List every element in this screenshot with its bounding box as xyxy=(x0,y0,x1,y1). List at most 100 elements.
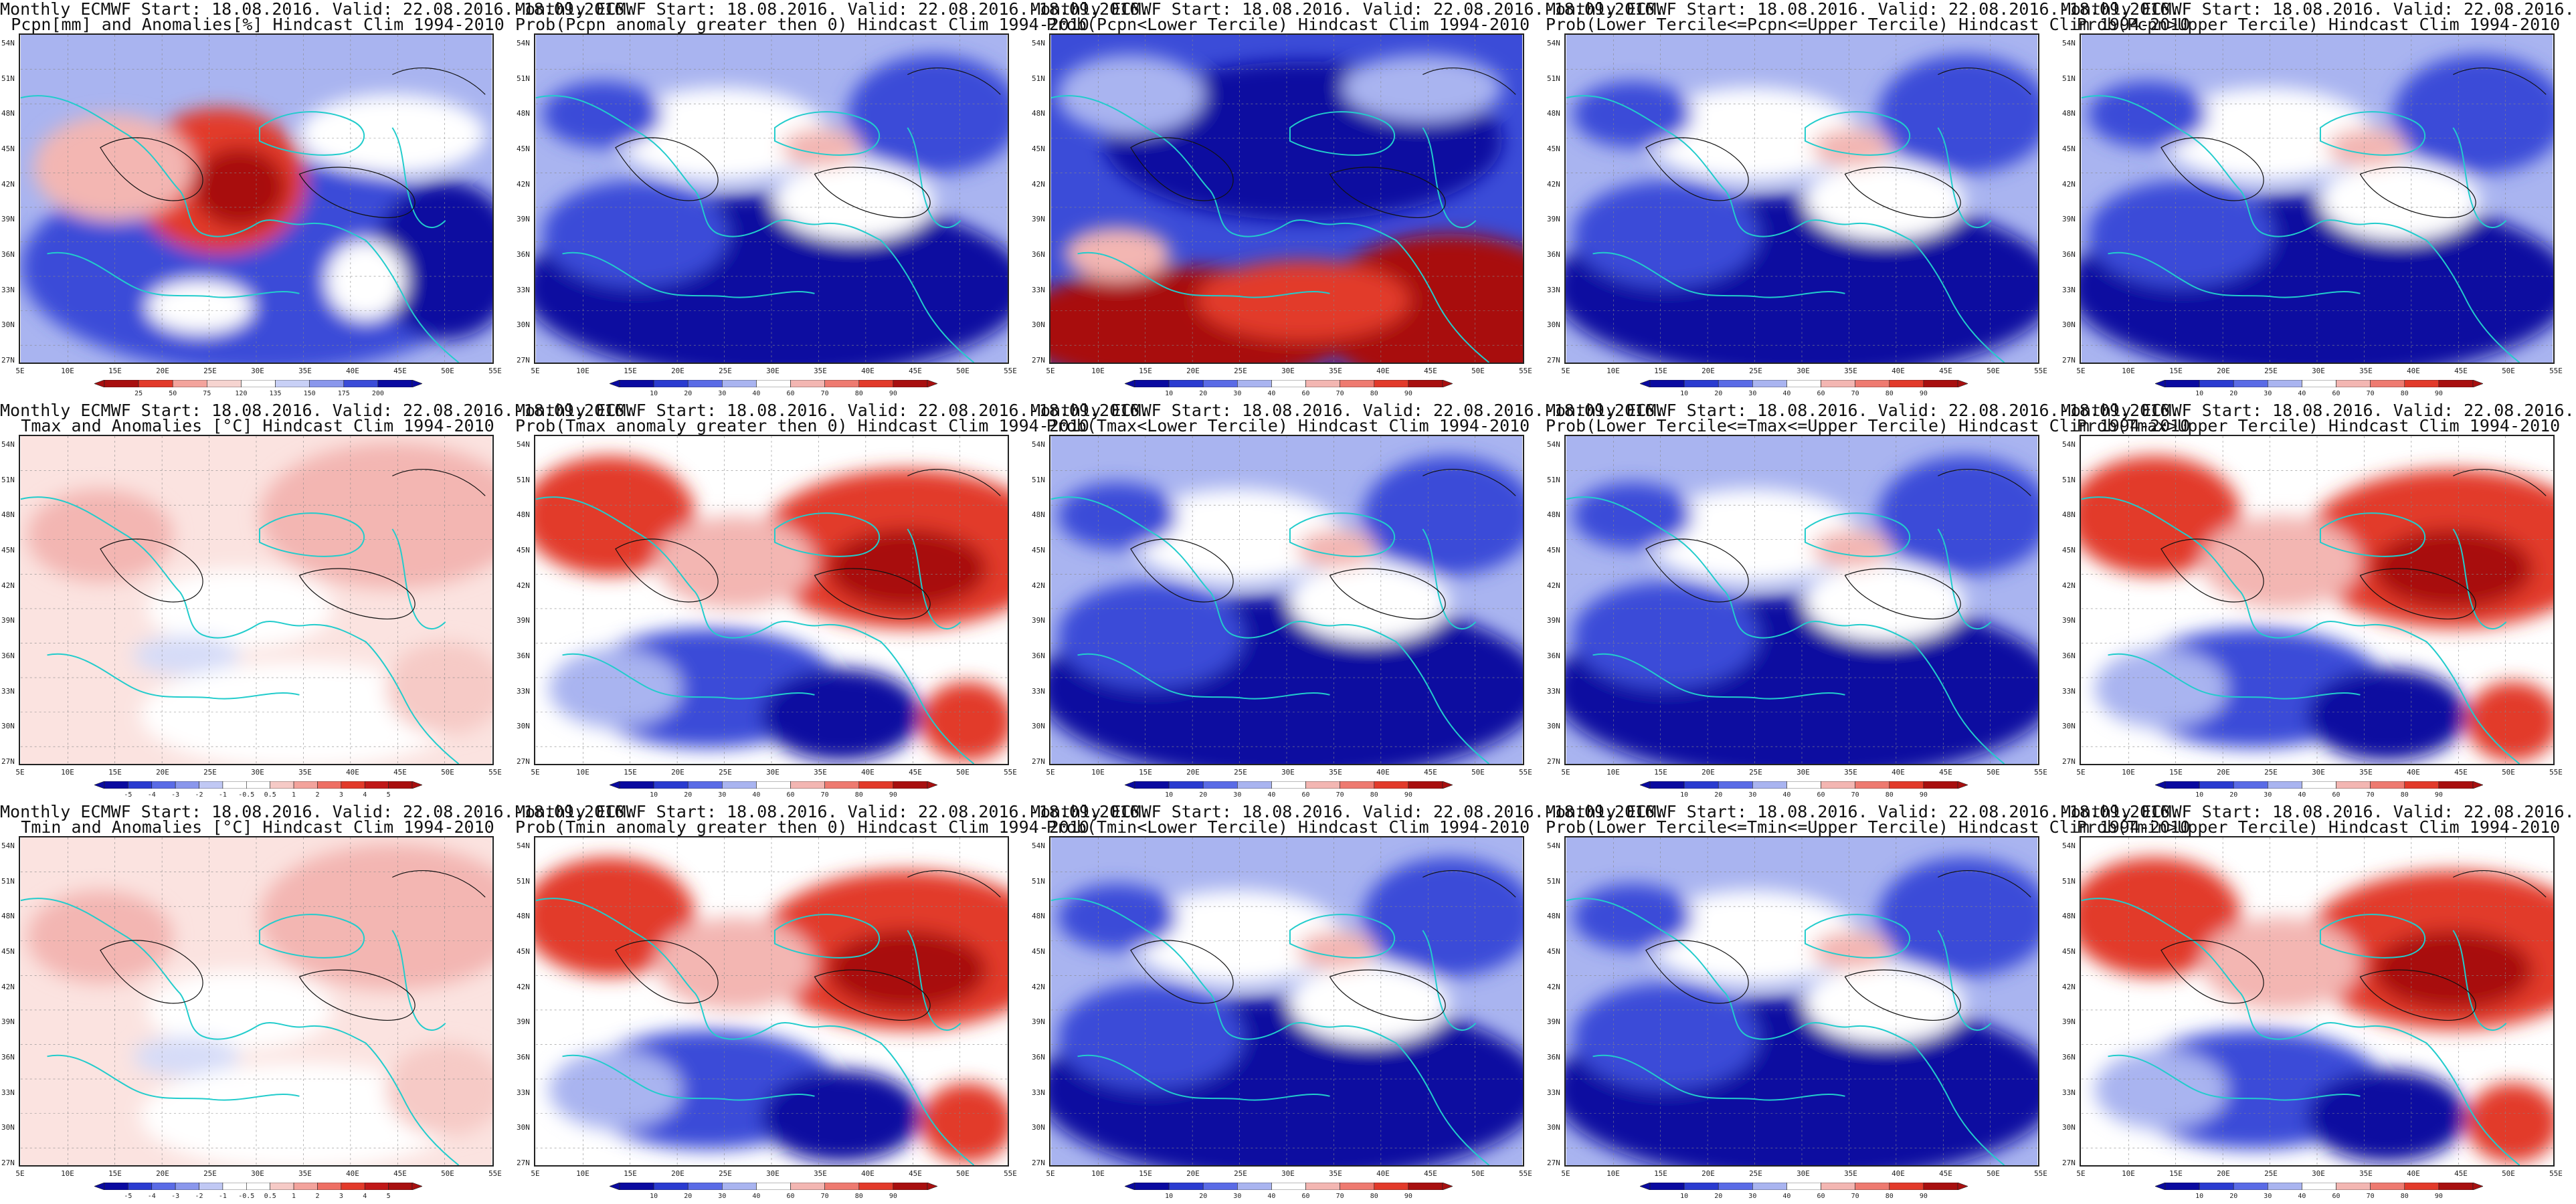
legend-tick-label: 60 xyxy=(2332,390,2340,397)
color-legend-bar xyxy=(94,1183,422,1190)
forecast-map xyxy=(1564,33,2039,364)
longitude-label: 35E xyxy=(1844,768,1857,777)
latitude-label: 33N xyxy=(1032,285,1045,294)
legend-tick-label: 10 xyxy=(2195,390,2204,397)
latitude-label: 39N xyxy=(2062,616,2076,625)
longitude-label: 55E xyxy=(1519,367,1532,375)
latitude-label: 36N xyxy=(517,250,530,259)
longitude-label: 50E xyxy=(441,1169,454,1178)
latitude-label: 54N xyxy=(1547,841,1560,850)
longitude-label: 10E xyxy=(1091,768,1105,777)
panel-title-line1: Monthly ECMWF Start: 18.08.2016. Valid: … xyxy=(2061,0,2576,19)
latitude-label: 48N xyxy=(1032,109,1045,118)
longitude-label: 25E xyxy=(1749,1169,1762,1178)
latitude-label: 27N xyxy=(1032,757,1045,766)
longitude-label: 40E xyxy=(1376,367,1390,375)
latitude-label: 36N xyxy=(1547,651,1560,660)
latitude-label: 51N xyxy=(2062,74,2076,83)
longitude-label: 45E xyxy=(909,1169,922,1178)
color-legend-bar xyxy=(1125,781,1453,789)
latitude-label: 27N xyxy=(1547,757,1560,766)
longitude-label: 15E xyxy=(108,367,122,375)
longitude-label: 20E xyxy=(671,1169,684,1178)
longitude-label: 15E xyxy=(624,768,637,777)
longitude-label: 45E xyxy=(1424,1169,1437,1178)
latitude-label: 45N xyxy=(1032,947,1045,956)
legend-tick-label: -4 xyxy=(147,791,156,799)
longitude-label: 30E xyxy=(1281,1169,1295,1178)
latitude-label: 45N xyxy=(2062,144,2076,153)
longitude-label: 5E xyxy=(2076,1169,2086,1178)
longitude-label: 10E xyxy=(2122,367,2135,375)
legend-tick-label: 40 xyxy=(752,1193,761,1200)
latitude-label: 33N xyxy=(2062,285,2076,294)
map-field xyxy=(20,837,492,1165)
longitude-label: 50E xyxy=(441,367,454,375)
legend-tick-label: 3 xyxy=(339,1193,343,1200)
legend-tick-label: 40 xyxy=(752,791,761,799)
longitude-label: 45E xyxy=(2454,367,2468,375)
latitude-label: 54N xyxy=(2062,39,2076,47)
map-field xyxy=(1566,837,2038,1165)
longitude-label: 40E xyxy=(1892,1169,1905,1178)
latitude-label: 30N xyxy=(1032,1123,1045,1132)
latitude-label: 33N xyxy=(1547,1088,1560,1097)
longitude-label: 40E xyxy=(1892,768,1905,777)
longitude-label: 5E xyxy=(1561,768,1570,777)
latitude-label: 30N xyxy=(517,722,530,731)
legend-tick-label: 80 xyxy=(854,791,863,799)
map-field xyxy=(535,837,1008,1165)
legend-tick-label: 90 xyxy=(1919,791,1928,799)
legend-tick-label: -1 xyxy=(218,1193,227,1200)
legend-tick-label: 40 xyxy=(752,390,761,397)
map-panel: Monthly ECMWF Start: 18.08.2016. Valid: … xyxy=(0,401,634,803)
longitude-label: 10E xyxy=(1606,1169,1620,1178)
longitude-label: 45E xyxy=(909,367,922,375)
longitude-label: 35E xyxy=(1844,367,1857,375)
legend-tick-label: 60 xyxy=(1817,791,1825,799)
legend-tick-label: 10 xyxy=(1680,791,1689,799)
legend-tick-label: 30 xyxy=(1748,791,1757,799)
panel-title-line2: Prob(Tmax<Lower Tercile) Hindcast Clim 1… xyxy=(1046,416,1530,435)
latitude-label: 48N xyxy=(1547,109,1560,118)
longitude-label: 35E xyxy=(814,768,827,777)
panel-title-line2: Tmin and Anomalies [°C] Hindcast Clim 19… xyxy=(21,817,494,837)
legend-tick-label: 80 xyxy=(2400,1193,2409,1200)
latitude-label: 39N xyxy=(1032,215,1045,224)
legend-tick-label: 70 xyxy=(1851,1193,1859,1200)
longitude-label: 55E xyxy=(1519,768,1532,777)
forecast-map xyxy=(534,836,1009,1167)
legend-tick-label: 70 xyxy=(1851,791,1859,799)
latitude-label: 42N xyxy=(1547,982,1560,991)
forecast-map xyxy=(19,435,494,765)
longitude-label: 35E xyxy=(2359,1169,2373,1178)
longitude-label: 35E xyxy=(814,367,827,375)
legend-tick-label: 70 xyxy=(820,791,829,799)
longitude-label: 50E xyxy=(2502,768,2515,777)
latitude-label: 42N xyxy=(517,581,530,590)
panel-title-line1: Monthly ECMWF Start: 18.08.2016. Valid: … xyxy=(2061,401,2576,420)
latitude-label: 48N xyxy=(2062,510,2076,520)
legend-tick-label: 50 xyxy=(169,390,177,397)
legend-tick-label: 70 xyxy=(820,390,829,397)
legend-tick-label: 3 xyxy=(339,791,343,799)
map-panel: Monthly ECMWF Start: 18.08.2016. Valid: … xyxy=(1546,803,2190,1204)
longitude-label: 45E xyxy=(1939,768,1952,777)
latitude-label: 27N xyxy=(1,356,15,365)
longitude-label: 35E xyxy=(814,1169,827,1178)
latitude-label: 36N xyxy=(517,1053,530,1062)
latitude-label: 48N xyxy=(1032,510,1045,520)
latitude-label: 39N xyxy=(517,616,530,625)
panel-title-line2: Pcpn[mm] and Anomalies[%] Hindcast Clim … xyxy=(11,15,504,34)
longitude-label: 45E xyxy=(1939,367,1952,375)
map-field xyxy=(1050,35,1523,363)
longitude-label: 30E xyxy=(766,1169,779,1178)
legend-tick-label: 10 xyxy=(650,390,658,397)
legend-tick-label: 90 xyxy=(889,791,897,799)
longitude-label: 25E xyxy=(1749,768,1762,777)
longitude-label: 45E xyxy=(393,367,407,375)
legend-tick-label: 10 xyxy=(1680,1193,1689,1200)
latitude-label: 39N xyxy=(1547,215,1560,224)
latitude-label: 30N xyxy=(1547,1123,1560,1132)
latitude-label: 45N xyxy=(1,144,15,153)
